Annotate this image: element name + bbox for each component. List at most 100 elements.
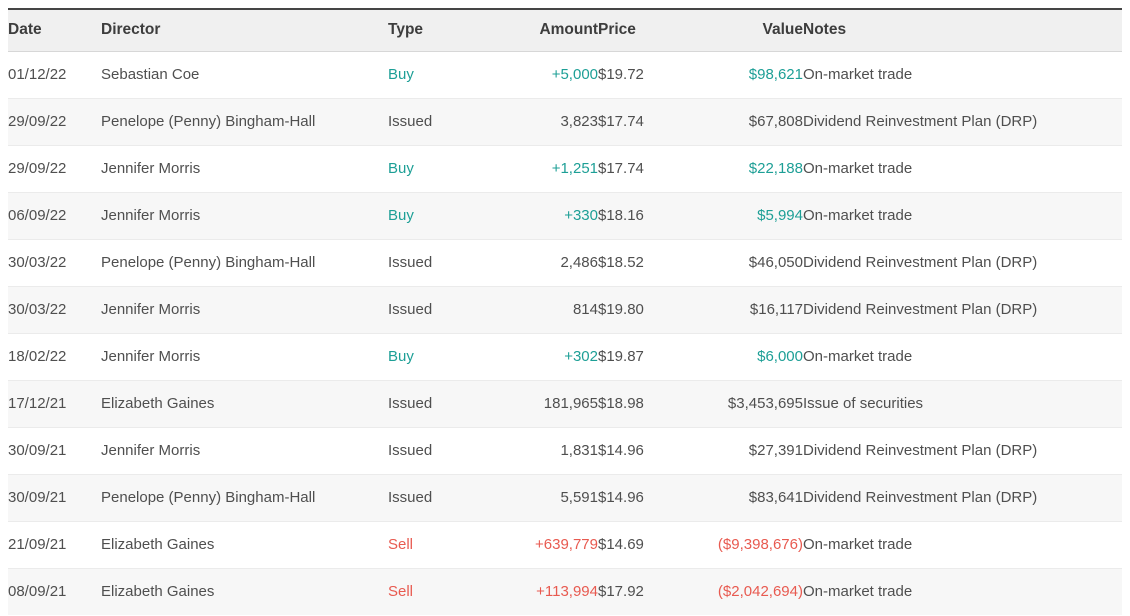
cell-date: 01/12/22 <box>8 66 67 83</box>
cell-value: $67,808 <box>674 97 803 145</box>
cell-price: $18.98 <box>598 379 674 427</box>
cell-price: $17.74 <box>598 97 674 145</box>
cell-price: $14.96 <box>598 426 674 474</box>
cell-type: Issued <box>388 379 494 427</box>
cell-notes: On-market trade <box>803 332 1122 380</box>
cell-price: $17.74 <box>598 144 674 192</box>
cell-value: ($2,042,694) <box>674 567 803 615</box>
cell-director: Sebastian Coe <box>101 66 200 83</box>
cell-amount: 814 <box>494 285 598 333</box>
cell-notes: On-market trade <box>803 144 1122 192</box>
cell-value: $83,641 <box>674 473 803 521</box>
cell-director: Elizabeth Gaines <box>101 567 388 615</box>
table-row: 29/09/22 Penelope (Penny) Bingham-Hall Iss… <box>8 97 1122 145</box>
cell-notes: Dividend Reinvestment Plan (DRP) <box>803 473 1122 521</box>
cell-price: $18.16 <box>598 191 674 239</box>
cell-price: $14.69 <box>598 520 674 568</box>
cell-amount: +1,251 <box>494 144 598 192</box>
table-body: 01/12/22 Sebastian Coe Buy +5,000 $19.72 $98,… <box>8 51 1122 615</box>
column-header-price: Price <box>598 9 674 52</box>
cell-type: Issued <box>388 238 494 286</box>
cell-date: 17/12/21 <box>8 379 101 427</box>
cell-date: 30/03/22 <box>8 285 101 333</box>
cell-notes: On-market trade <box>803 66 913 83</box>
header-row: Date Director Type Amount Price Value No… <box>8 9 1122 52</box>
cell-type: Issued <box>388 97 494 145</box>
table-header: Date Director Type Amount Price Value No… <box>8 9 1122 52</box>
cell-amount: 181,965 <box>494 379 598 427</box>
cell-notes: Dividend Reinvestment Plan (DRP) <box>803 285 1122 333</box>
table-row: 18/02/22 Jennifer Morris Buy +302 $19.87 $6,0… <box>8 332 1122 380</box>
cell-director: Jennifer Morris <box>101 426 388 474</box>
cell-price: $19.72 <box>598 66 644 83</box>
cell-type: Sell <box>388 567 494 615</box>
table-row: 30/09/21 Jennifer Morris Issued 1,831 $14.96… <box>8 426 1122 474</box>
cell-date: 30/09/21 <box>8 473 101 521</box>
column-header-amount: Amount <box>494 9 598 52</box>
cell-value: $27,391 <box>674 426 803 474</box>
cell-notes: Dividend Reinvestment Plan (DRP) <box>803 238 1122 286</box>
cell-date: 29/09/22 <box>8 144 101 192</box>
cell-date: 18/02/22 <box>8 332 101 380</box>
cell-value: ($9,398,676) <box>674 520 803 568</box>
cell-notes: Dividend Reinvestment Plan (DRP) <box>803 97 1122 145</box>
column-header-type: Type <box>388 9 494 52</box>
cell-price: $14.96 <box>598 473 674 521</box>
cell-notes: Issue of securities <box>803 379 1122 427</box>
cell-amount: 5,591 <box>494 473 598 521</box>
cell-price: $18.52 <box>598 238 674 286</box>
cell-amount: +302 <box>494 332 598 380</box>
cell-director: Elizabeth Gaines <box>101 520 388 568</box>
cell-value: $3,453,695 <box>674 379 803 427</box>
cell-type: Issued <box>388 285 494 333</box>
cell-director: Penelope (Penny) Bingham-Hall <box>101 473 388 521</box>
cell-director: Penelope (Penny) Bingham-Hall <box>101 238 388 286</box>
cell-director: Jennifer Morris <box>101 191 388 239</box>
cell-value: $6,000 <box>674 332 803 380</box>
cell-value: $46,050 <box>674 238 803 286</box>
cell-amount: +330 <box>494 191 598 239</box>
cell-date: 30/03/22 <box>8 238 101 286</box>
cell-value: $98,621 <box>748 66 803 83</box>
cell-amount: +113,994 <box>494 567 598 615</box>
cell-director: Jennifer Morris <box>101 332 388 380</box>
cell-type: Issued <box>388 426 494 474</box>
cell-price: $19.87 <box>598 332 674 380</box>
cell-director: Elizabeth Gaines <box>101 379 388 427</box>
cell-notes: On-market trade <box>803 191 1122 239</box>
column-header-notes: Notes <box>803 9 1122 52</box>
cell-value: $22,188 <box>674 144 803 192</box>
director-transactions-table: Date Director Type Amount Price Value No… <box>8 8 1122 615</box>
cell-value: $16,117 <box>674 285 803 333</box>
table-row: 30/03/22 Jennifer Morris Issued 814 $19.80 $1… <box>8 285 1122 333</box>
table-row: 30/03/22 Penelope (Penny) Bingham-Hall Iss… <box>8 238 1122 286</box>
table-row: 06/09/22 Jennifer Morris Buy +330 $18.16 $5,9… <box>8 191 1122 239</box>
table-row: 08/09/21 Elizabeth Gaines Sell +113,994 $17.… <box>8 567 1122 615</box>
cell-type: Buy <box>388 191 494 239</box>
cell-value: $5,994 <box>674 191 803 239</box>
cell-director: Penelope (Penny) Bingham-Hall <box>101 97 388 145</box>
cell-type: Buy <box>388 66 414 83</box>
cell-type: Buy <box>388 332 494 380</box>
cell-director: Jennifer Morris <box>101 144 388 192</box>
column-header-value: Value <box>674 9 803 52</box>
cell-notes: On-market trade <box>803 520 1122 568</box>
cell-date: 06/09/22 <box>8 191 101 239</box>
cell-date: 29/09/22 <box>8 97 101 145</box>
cell-price: $19.80 <box>598 285 674 333</box>
cell-amount: 1,831 <box>494 426 598 474</box>
cell-type: Sell <box>388 520 494 568</box>
column-header-date: Date <box>8 9 101 52</box>
cell-director: Jennifer Morris <box>101 285 388 333</box>
table-row: 01/12/22 Sebastian Coe Buy +5,000 $19.72 $98,… <box>8 51 1122 98</box>
cell-date: 08/09/21 <box>8 567 101 615</box>
cell-type: Issued <box>388 473 494 521</box>
cell-notes: On-market trade <box>803 567 1122 615</box>
cell-amount: +639,779 <box>494 520 598 568</box>
table-row: 21/09/21 Elizabeth Gaines Sell +639,779 $14.… <box>8 520 1122 568</box>
cell-amount: +5,000 <box>551 66 598 83</box>
table-row: 17/12/21 Elizabeth Gaines Issued 181,965 $18… <box>8 379 1122 427</box>
column-header-director: Director <box>101 9 388 52</box>
table-row: 30/09/21 Penelope (Penny) Bingham-Hall Iss… <box>8 473 1122 521</box>
